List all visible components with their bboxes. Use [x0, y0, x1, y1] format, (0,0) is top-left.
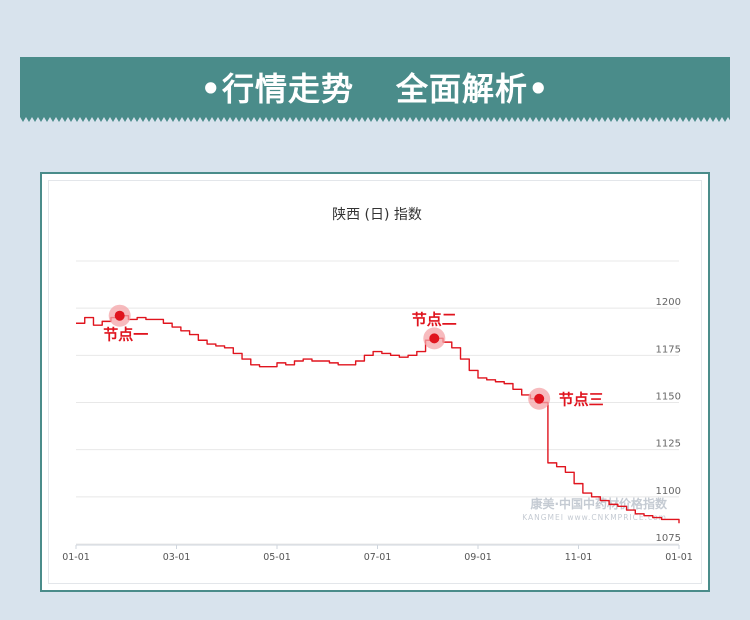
node-label: 节点二	[412, 310, 457, 328]
y-tick-label: 1075	[656, 533, 681, 544]
banner-title-right: 全面解析•	[396, 70, 550, 108]
chart-frame: 陕西 (日) 指数 1075 1100 1125 1150 1175 1200 01-01 0…	[48, 180, 702, 584]
x-tick-label: 01-01	[62, 552, 90, 563]
x-tick-label: 09-01	[464, 552, 492, 563]
node-label: 节点三	[559, 391, 604, 409]
chart-panel: 陕西 (日) 指数 1075 1100 1125 1150 1175 1200 01-01 0…	[40, 172, 710, 592]
x-tick-label: 11-01	[565, 552, 593, 563]
y-tick-label: 1175	[656, 344, 681, 355]
watermark-text: 康美·中国中药材价格指数	[530, 496, 668, 511]
chart-title: 陕西 (日) 指数	[332, 207, 422, 223]
x-tick-label: 03-01	[163, 552, 191, 563]
y-tick-label: 1150	[656, 392, 681, 403]
node-marker	[534, 393, 545, 404]
node-label: 节点一	[103, 326, 148, 344]
x-tick-label: 07-01	[364, 552, 392, 563]
line-chart: 陕西 (日) 指数 1075 1100 1125 1150 1175 1200 01-01 0…	[62, 207, 693, 563]
watermark-subtext: KANGMEI www.CNKMPRICE.com	[522, 513, 667, 522]
y-tick-label: 1125	[656, 439, 681, 450]
y-tick-label: 1200	[656, 297, 681, 308]
node-marker	[429, 333, 440, 344]
series-line	[76, 315, 680, 524]
banner-title-left: •行情走势	[200, 70, 354, 108]
x-tick-label: 05-01	[263, 552, 291, 563]
banner-zigzag-edge	[20, 117, 730, 122]
section-banner: •行情走势 全面解析•	[20, 57, 730, 117]
x-tick-label: 01-01	[665, 552, 693, 563]
y-tick-label: 1100	[656, 486, 681, 497]
node-marker	[114, 310, 125, 321]
